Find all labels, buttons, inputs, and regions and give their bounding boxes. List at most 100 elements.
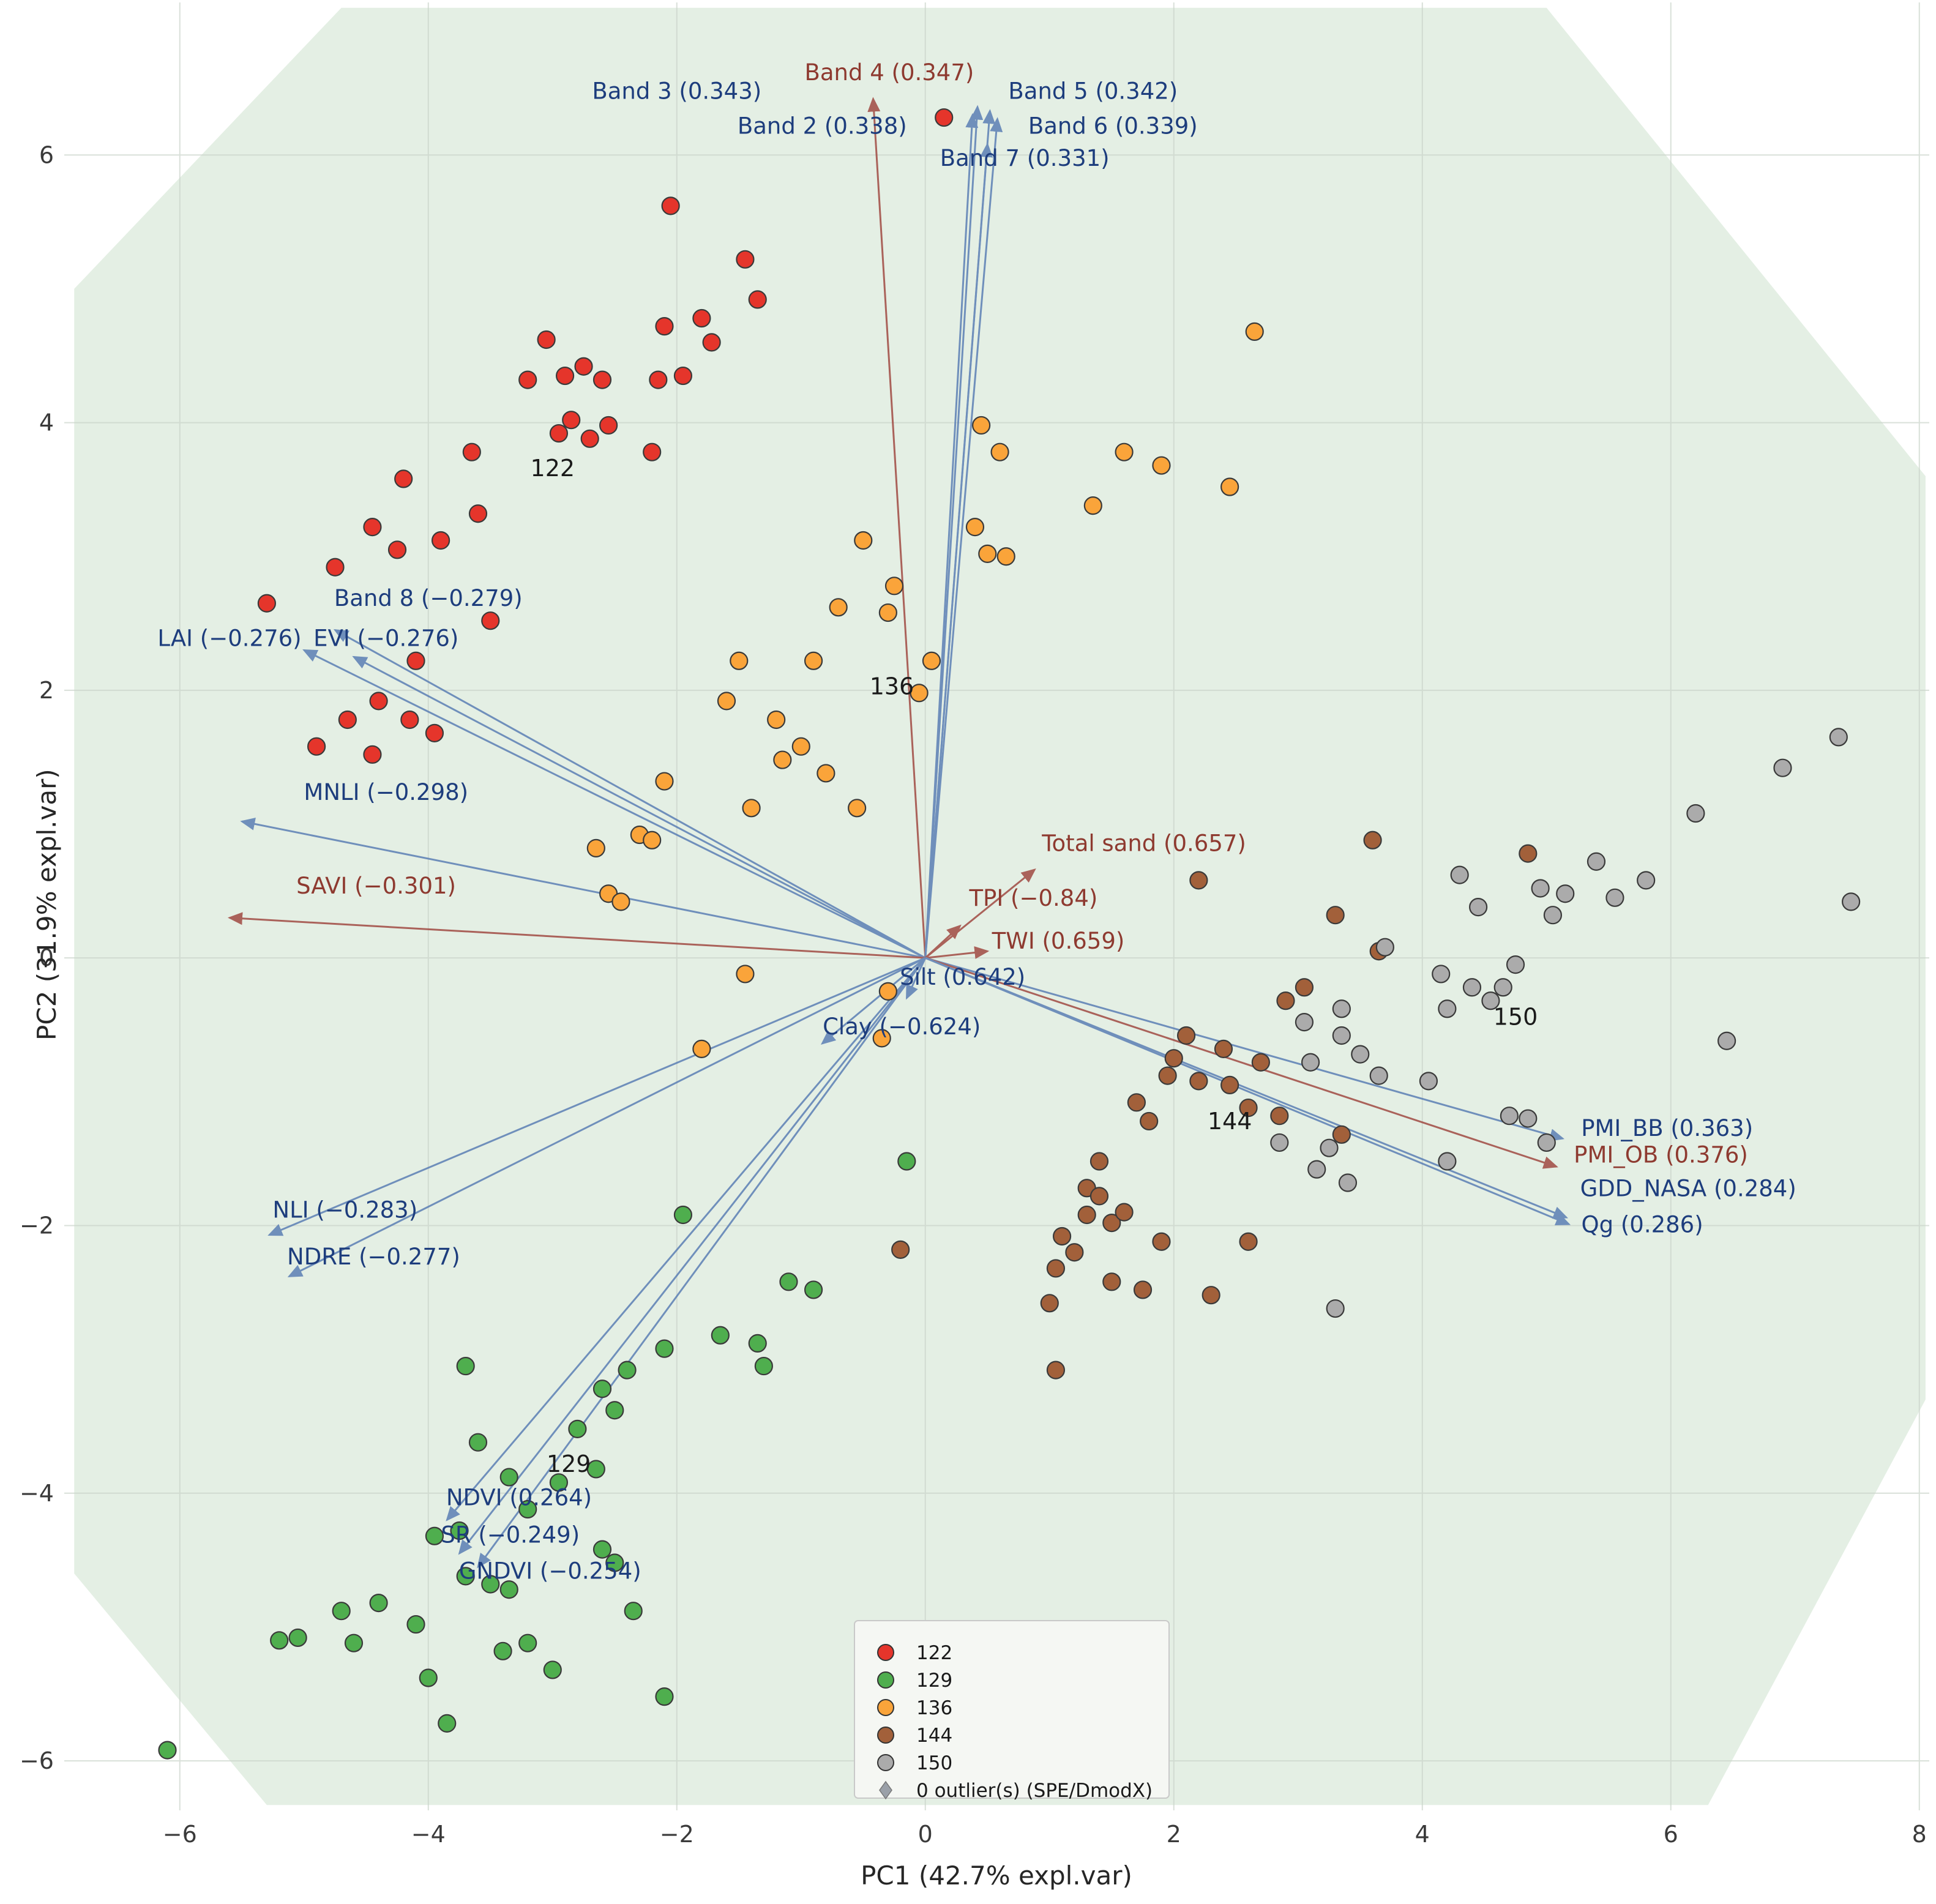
data-point <box>1040 1294 1059 1313</box>
data-point <box>1220 1075 1239 1095</box>
data-point <box>1295 978 1314 997</box>
data-point <box>1438 1152 1457 1171</box>
data-point <box>481 1575 500 1594</box>
data-point <box>804 1280 823 1299</box>
x-tick-label: −2 <box>660 1821 694 1848</box>
data-point <box>655 1339 674 1358</box>
data-point <box>562 411 581 430</box>
y-tick-label: 0 <box>39 944 54 971</box>
data-point <box>450 1521 469 1540</box>
data-point <box>574 357 593 376</box>
data-point <box>1842 892 1861 911</box>
data-point <box>1493 978 1512 997</box>
data-point <box>499 1468 518 1487</box>
data-point <box>406 651 425 670</box>
legend-entry-label: 136 <box>916 1697 952 1719</box>
data-point <box>1462 978 1482 997</box>
vector-nli <box>267 957 926 1236</box>
data-point <box>1158 1066 1177 1085</box>
data-point <box>456 1567 475 1586</box>
tick-labels: −6 −4 −2 0 2 4 6 8 −6 −4 −2 0 2 4 6 <box>20 141 1927 1848</box>
data-point <box>711 1326 730 1345</box>
legend-marker-circle <box>877 1644 894 1661</box>
data-point <box>344 1633 364 1652</box>
data-point <box>1239 1232 1258 1251</box>
vector-label: PMI_OB (0.376) <box>1574 1142 1748 1168</box>
legend-entry-label: 129 <box>916 1670 952 1692</box>
data-point <box>1375 938 1394 957</box>
data-point <box>1301 1053 1320 1072</box>
data-point <box>549 424 569 443</box>
x-tick-label: −6 <box>163 1821 197 1848</box>
vector-label: NDRE (−0.277) <box>287 1244 460 1270</box>
data-point <box>1251 1053 1270 1072</box>
data-point <box>624 1602 643 1621</box>
data-point <box>456 1356 475 1376</box>
data-point <box>767 710 786 730</box>
data-point <box>673 366 693 386</box>
data-point <box>1089 1152 1109 1171</box>
vector-label: Band 2 (0.338) <box>738 113 907 139</box>
data-point <box>748 290 767 309</box>
cluster-label-122: 122 <box>531 455 575 482</box>
data-point <box>1320 1138 1339 1157</box>
data-point <box>965 518 985 537</box>
vector-label: Total sand (0.657) <box>1041 830 1246 856</box>
data-point <box>730 651 749 670</box>
data-point <box>549 1473 569 1492</box>
data-point <box>1432 965 1451 984</box>
data-point <box>1338 1173 1358 1192</box>
data-point <box>1531 879 1550 898</box>
data-point <box>419 1668 438 1687</box>
vector-band <box>333 629 926 959</box>
data-point <box>1164 1049 1183 1068</box>
data-point <box>1077 1205 1096 1225</box>
data-point <box>369 1593 388 1613</box>
vector-band <box>924 117 1003 958</box>
data-point <box>1773 758 1792 777</box>
data-point <box>1326 906 1345 925</box>
vector-label: SAVI (−0.301) <box>296 873 456 899</box>
data-point <box>1326 1299 1345 1318</box>
loading-vectors <box>227 97 1571 1569</box>
data-point <box>978 544 997 563</box>
data-point <box>673 1205 693 1225</box>
data-point <box>643 831 662 849</box>
x-axis-label: PC1 (42.7% expl.var) <box>861 1861 1132 1891</box>
data-point <box>972 416 991 435</box>
data-point <box>468 1433 488 1452</box>
vector-label: Band 8 (−0.279) <box>334 585 523 611</box>
data-point <box>773 750 792 769</box>
vector-label: TPI (−0.84) <box>968 885 1097 911</box>
data-point <box>1686 804 1705 823</box>
data-point <box>829 598 848 617</box>
cluster-129 <box>158 1152 916 1760</box>
data-point <box>369 692 388 711</box>
data-point <box>1506 955 1525 974</box>
data-point <box>537 330 556 349</box>
vector-label: Silt (0.642) <box>900 964 1025 990</box>
vector-gndvi <box>477 957 926 1569</box>
data-point <box>817 764 835 783</box>
data-point <box>655 772 674 791</box>
vector-label: SR (−0.249) <box>441 1522 580 1548</box>
vector-label: Band 4 (0.347) <box>804 59 974 86</box>
data-point <box>425 1526 444 1545</box>
data-point <box>580 429 599 448</box>
data-point <box>779 1272 798 1291</box>
data-point <box>1152 1232 1171 1251</box>
vector-label: GNDVI (−0.254) <box>459 1558 641 1585</box>
data-point <box>717 692 736 711</box>
vector-pmi_bb <box>925 957 1565 1141</box>
legend-entry-label: 0 outlier(s) (SPE/DmodX) <box>916 1780 1153 1802</box>
data-point <box>1115 442 1134 461</box>
y-tick-label: −2 <box>20 1212 54 1239</box>
data-point <box>543 1660 562 1679</box>
data-point <box>518 1499 537 1519</box>
data-point <box>1543 906 1563 925</box>
data-point <box>990 442 1009 461</box>
data-point <box>1189 1072 1208 1091</box>
data-point <box>791 737 810 756</box>
data-point <box>1469 897 1488 917</box>
